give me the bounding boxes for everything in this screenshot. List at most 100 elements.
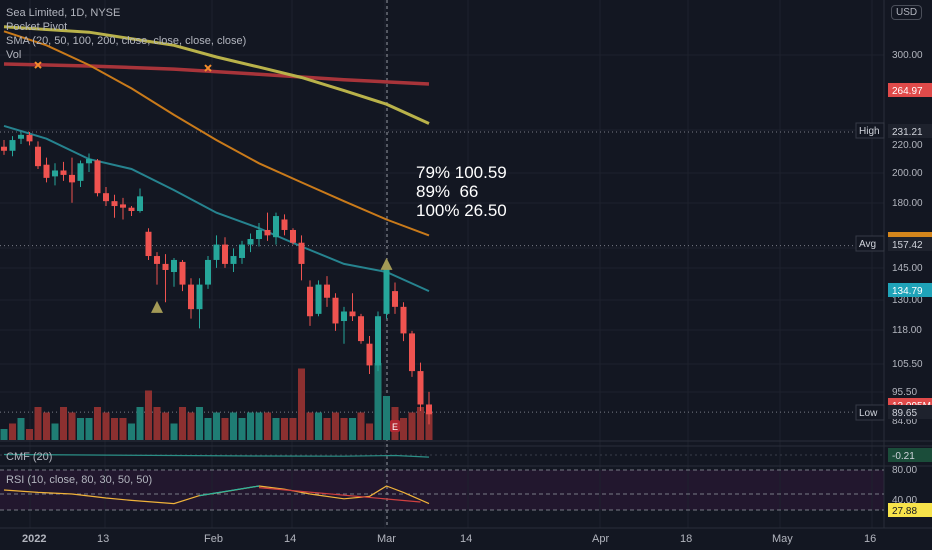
low-label-text: Low bbox=[859, 408, 878, 419]
cmf-label[interactable]: CMF (20) bbox=[6, 451, 53, 463]
y-tick-label: 300.00 bbox=[892, 50, 923, 61]
volume-bar bbox=[170, 423, 178, 440]
volume-bar bbox=[417, 407, 424, 440]
candle-body bbox=[52, 170, 58, 177]
legend-sma[interactable]: SMA (20, 50, 100, 200, close, close, clo… bbox=[6, 35, 247, 47]
volume-bar bbox=[17, 418, 25, 440]
rsi-tag bbox=[888, 503, 932, 517]
volume-bar bbox=[247, 412, 254, 440]
sma-cross-marker bbox=[34, 61, 42, 69]
volume-bar bbox=[289, 418, 297, 440]
candle-body bbox=[324, 284, 330, 298]
volume-bar bbox=[162, 412, 169, 440]
candle-body bbox=[43, 164, 50, 178]
y-tick-label: 105.50 bbox=[892, 359, 923, 370]
currency-badge[interactable]: USD bbox=[891, 5, 923, 20]
candle-body bbox=[137, 196, 143, 212]
volume-bar bbox=[77, 418, 84, 440]
candle-body bbox=[392, 291, 398, 307]
volume-bar bbox=[255, 412, 263, 440]
y-tick-label: 95.50 bbox=[892, 387, 917, 398]
volume-bar bbox=[357, 412, 365, 440]
cmf-tag-text: -0.21 bbox=[892, 451, 915, 462]
sma200-line bbox=[3, 62, 430, 86]
x-tick-label: 18 bbox=[680, 533, 692, 545]
earnings-marker bbox=[390, 420, 400, 432]
x-tick-label: 13 bbox=[97, 533, 109, 545]
volume-bar bbox=[196, 407, 203, 440]
pocket-pivot-marker bbox=[151, 300, 163, 313]
sma200-tag bbox=[888, 83, 932, 97]
volume-bar bbox=[136, 407, 144, 440]
x-tick-label: 14 bbox=[460, 533, 472, 545]
candle-body bbox=[315, 284, 322, 314]
low-label bbox=[855, 404, 885, 421]
candle-body bbox=[358, 316, 364, 342]
chart-legend: Sea Limited, 1D, NYSE Pocket Pivot SMA (… bbox=[6, 6, 246, 62]
legend-pocket-pivot[interactable]: Pocket Pivot bbox=[6, 21, 68, 33]
sma20-tag-text: 134.79 bbox=[892, 286, 923, 297]
volume-bar bbox=[306, 412, 314, 440]
volume-bar bbox=[238, 418, 246, 440]
rsi-divergence-line bbox=[258, 487, 421, 503]
volume-bar bbox=[204, 418, 212, 440]
candle-body bbox=[383, 267, 390, 314]
volume-bar bbox=[0, 429, 8, 440]
candle-body bbox=[409, 333, 415, 372]
candle-body bbox=[256, 229, 262, 240]
volume-bar bbox=[298, 368, 305, 440]
sma-cross-marker bbox=[204, 64, 212, 72]
legend-symbol[interactable]: Sea Limited, 1D, NYSE bbox=[6, 7, 121, 19]
candle-body bbox=[60, 170, 67, 175]
high-tag bbox=[888, 124, 932, 138]
candle-body bbox=[298, 242, 305, 264]
candle-body bbox=[222, 244, 228, 264]
y-tick-label: 145.00 bbox=[892, 263, 923, 274]
candle-body bbox=[273, 216, 279, 238]
candle-body bbox=[349, 311, 356, 317]
cmf-tag bbox=[888, 448, 932, 462]
volume-bar bbox=[408, 412, 416, 440]
volume-bar bbox=[230, 412, 237, 440]
avg-tag bbox=[888, 237, 932, 251]
sma50-line bbox=[3, 30, 430, 237]
legend-vol[interactable]: Vol bbox=[6, 49, 22, 61]
high-label bbox=[855, 122, 885, 139]
volume-bar bbox=[340, 418, 348, 440]
volume-bar bbox=[374, 363, 382, 440]
volume-bar bbox=[26, 429, 33, 440]
candle-body bbox=[188, 284, 194, 310]
candle-body bbox=[290, 229, 296, 243]
volume-bar bbox=[221, 418, 229, 440]
sma20-tag bbox=[888, 283, 932, 297]
fib-line-3: 100% 26.50 bbox=[416, 201, 507, 220]
candle-body bbox=[145, 231, 152, 257]
candle-body bbox=[281, 219, 288, 230]
volume-bar bbox=[85, 418, 93, 440]
volume-bar bbox=[213, 412, 220, 440]
candle-body bbox=[230, 256, 237, 264]
earnings-marker-label: E bbox=[392, 422, 398, 432]
candle-body bbox=[111, 201, 118, 207]
sma200-tag-text: 264.97 bbox=[892, 86, 923, 97]
volume-bar bbox=[400, 418, 407, 440]
volume-bar bbox=[128, 423, 135, 440]
candle-body bbox=[69, 174, 75, 183]
volume-bar bbox=[9, 423, 16, 440]
fib-annotation: 79% 100.59 89% 66 100% 26.50 bbox=[416, 163, 507, 220]
candle-body bbox=[1, 146, 7, 151]
rsi-label[interactable]: RSI (10, close, 80, 30, 50, 50) bbox=[6, 474, 153, 486]
volume-bar bbox=[264, 412, 271, 440]
volume-bar bbox=[153, 407, 161, 440]
candle-body bbox=[154, 256, 160, 264]
sma20-line bbox=[3, 124, 430, 293]
y-tick-label: 220.00 bbox=[892, 140, 923, 151]
candle-body bbox=[179, 261, 186, 285]
x-tick-label: 14 bbox=[284, 533, 296, 545]
volume-bar bbox=[383, 396, 390, 440]
low-tag bbox=[888, 405, 932, 419]
volume-bar bbox=[102, 412, 110, 440]
candle-body bbox=[128, 207, 135, 212]
candle-body bbox=[264, 229, 271, 236]
